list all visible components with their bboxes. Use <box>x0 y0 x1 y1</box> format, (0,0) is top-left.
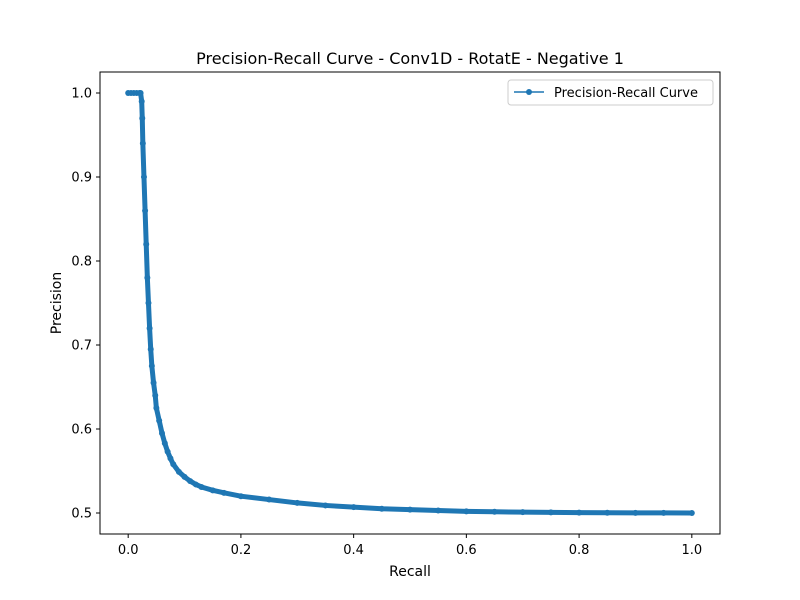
y-tick-label: 0.5 <box>71 507 92 522</box>
data-point <box>152 392 159 399</box>
data-point <box>491 508 498 515</box>
data-point <box>660 509 667 516</box>
data-point <box>175 468 182 475</box>
y-tick-label: 0.8 <box>71 255 92 270</box>
x-tick-label: 0.2 <box>231 543 252 558</box>
data-point <box>519 509 526 516</box>
data-point <box>144 274 151 281</box>
data-point <box>167 455 174 462</box>
axes-frame <box>99 71 721 535</box>
plot-area <box>125 90 695 516</box>
data-point <box>294 499 301 506</box>
data-point <box>140 174 147 180</box>
data-point <box>161 440 168 447</box>
data-point <box>350 504 357 511</box>
x-tick-label: 0.6 <box>456 543 477 558</box>
data-point <box>688 510 695 516</box>
legend: Precision-Recall Curve <box>507 79 714 106</box>
data-point <box>146 325 153 332</box>
chart-title: Precision-Recall Curve - Conv1D - RotatE… <box>196 49 624 68</box>
y-tick-label: 0.6 <box>71 423 92 438</box>
data-point <box>198 483 205 490</box>
data-point <box>209 487 216 494</box>
data-point <box>139 140 146 147</box>
data-point <box>378 505 385 512</box>
data-point <box>266 496 273 503</box>
data-point <box>435 507 442 514</box>
x-axis-ticks: 0.0 0.2 0.4 0.6 0.8 1.0 <box>118 534 702 558</box>
data-point <box>632 509 639 516</box>
data-point <box>145 300 152 306</box>
data-point <box>187 478 194 485</box>
data-point <box>192 481 199 488</box>
data-point <box>142 207 149 214</box>
data-point <box>139 115 146 122</box>
data-point <box>221 489 227 496</box>
data-point <box>407 506 413 513</box>
data-point <box>322 502 329 509</box>
data-point <box>137 90 144 96</box>
data-point <box>576 509 583 516</box>
data-point <box>463 508 470 515</box>
series-line <box>125 90 695 516</box>
data-point <box>156 417 163 424</box>
data-point <box>148 363 155 369</box>
data-point <box>143 241 150 248</box>
data-point <box>181 473 188 480</box>
legend-box <box>507 79 714 106</box>
legend-label: Precision-Recall Curve <box>554 86 698 101</box>
x-axis-label: Recall <box>389 564 431 580</box>
y-axis-label: Precision <box>49 272 65 334</box>
data-point <box>147 346 154 353</box>
data-point <box>547 509 554 516</box>
y-axis-ticks: 0.5 0.6 0.7 0.8 0.9 1.0 <box>71 87 100 522</box>
data-point <box>138 98 145 105</box>
data-point <box>604 509 611 516</box>
data-point <box>170 461 177 468</box>
y-tick-label: 0.7 <box>71 339 92 354</box>
x-tick-label: 0.4 <box>343 543 364 558</box>
data-point <box>237 493 244 500</box>
data-point <box>164 448 171 455</box>
data-point <box>150 379 157 386</box>
data-point <box>153 405 160 411</box>
x-tick-label: 1.0 <box>681 543 702 558</box>
data-point <box>159 430 165 437</box>
x-tick-label: 0.0 <box>118 543 139 558</box>
y-tick-label: 1.0 <box>71 87 92 102</box>
x-tick-label: 0.8 <box>569 543 590 558</box>
y-tick-label: 0.9 <box>71 171 92 186</box>
legend-marker-swatch <box>526 89 532 95</box>
